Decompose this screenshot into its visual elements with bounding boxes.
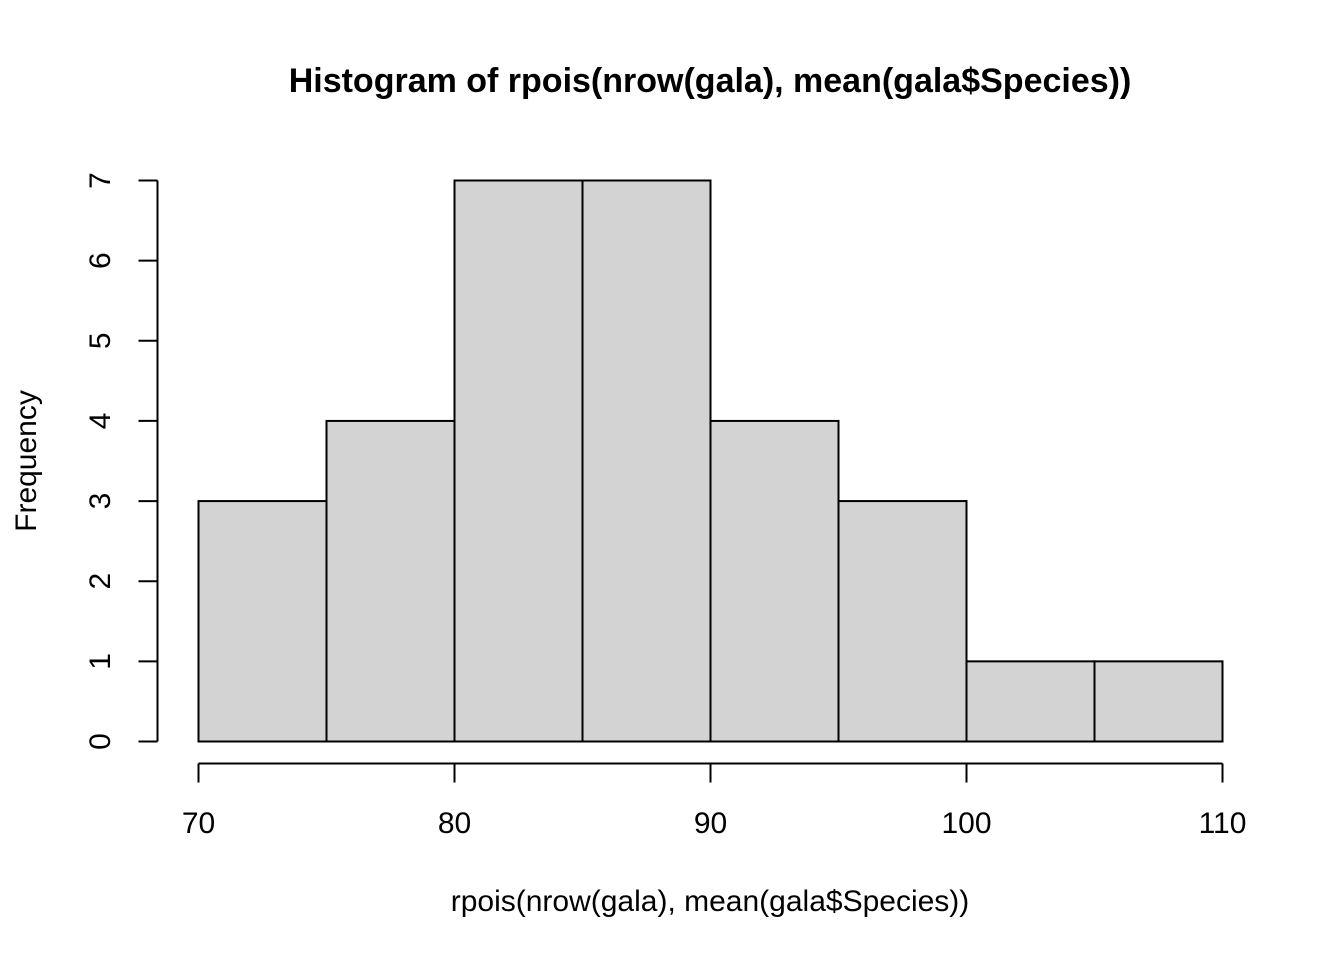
histogram-bar bbox=[1093, 660, 1224, 743]
y-axis: 0 1 2 3 4 5 6 7 bbox=[84, 172, 159, 750]
x-tick-label: 100 bbox=[941, 807, 991, 840]
y-axis-label: Frequency bbox=[10, 390, 43, 532]
y-tick-label: 0 bbox=[84, 733, 117, 750]
bars-group bbox=[197, 179, 1224, 743]
x-tick-label: 70 bbox=[182, 807, 215, 840]
x-axis: 70 80 90 100 110 bbox=[182, 762, 1247, 840]
histogram-bar bbox=[197, 500, 328, 743]
y-tick-label: 7 bbox=[84, 172, 117, 189]
y-tick-label: 6 bbox=[84, 252, 117, 269]
x-tick-label: 110 bbox=[1199, 807, 1247, 840]
y-tick-label: 1 bbox=[84, 653, 117, 670]
histogram-bar bbox=[837, 500, 968, 743]
histogram-bar bbox=[581, 179, 712, 743]
histogram-bar bbox=[709, 419, 840, 743]
y-tick-label: 2 bbox=[84, 573, 117, 590]
y-tick-label: 5 bbox=[84, 332, 117, 349]
histogram-bar bbox=[325, 419, 456, 743]
histogram-bar bbox=[965, 660, 1096, 743]
chart-title: Histogram of rpois(nrow(gala), mean(gala… bbox=[289, 62, 1132, 100]
x-tick-label: 90 bbox=[694, 807, 727, 840]
x-tick-label: 80 bbox=[438, 807, 471, 840]
y-tick-label: 4 bbox=[84, 413, 117, 430]
histogram-bar bbox=[453, 179, 584, 743]
x-axis-label: rpois(nrow(gala), mean(gala$Species)) bbox=[451, 885, 970, 918]
y-tick-label: 3 bbox=[84, 493, 117, 510]
